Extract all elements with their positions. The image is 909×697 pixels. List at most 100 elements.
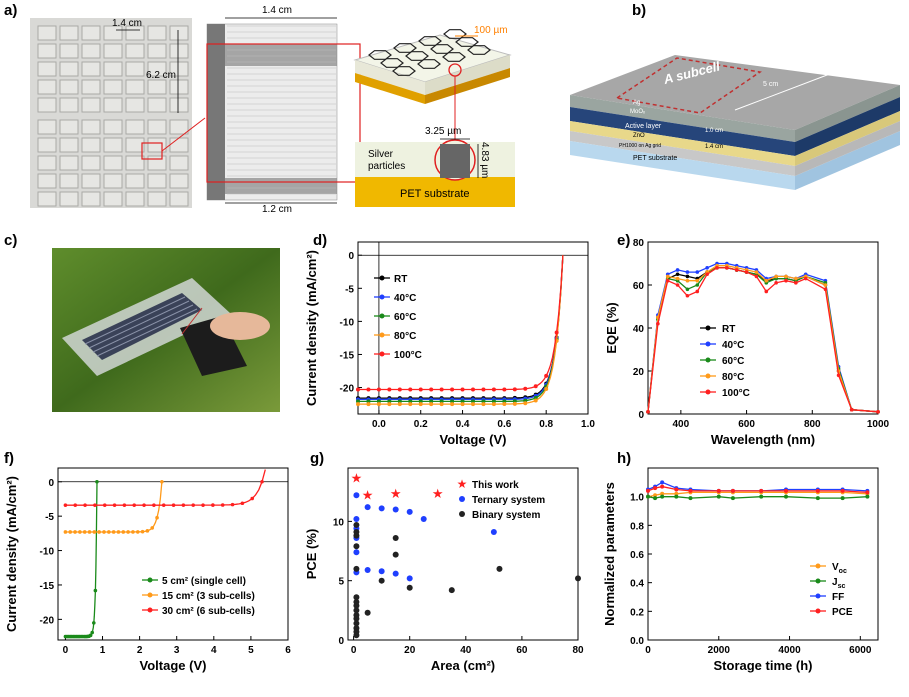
- grid-cell: [81, 61, 101, 77]
- data-point: [142, 503, 146, 507]
- x-tick-label: 800: [804, 419, 821, 430]
- grid-cell: [169, 79, 189, 95]
- grid-cell: [37, 43, 57, 59]
- data-point: [90, 630, 95, 635]
- panel-b-figure: A subcell 5 cm Ag MoOₓ Active layer ZnO …: [570, 55, 900, 190]
- data-point: [685, 274, 690, 279]
- scatter-point: [575, 575, 581, 582]
- scatter-point: [353, 607, 360, 614]
- grid-cell: [125, 79, 145, 95]
- layer-pet: [570, 141, 795, 190]
- legend-label: 60°C: [722, 356, 744, 367]
- x-tick-label: 20: [404, 645, 416, 656]
- data-point: [87, 530, 92, 534]
- data-point: [784, 274, 788, 279]
- honeycomb-side2: [425, 55, 510, 95]
- data-point: [764, 278, 769, 283]
- grid-cell: [59, 25, 79, 41]
- iv-curve-1: [65, 481, 163, 533]
- scatter-point: [448, 587, 455, 594]
- legend-marker: [705, 389, 711, 395]
- grid-cell: [59, 155, 79, 171]
- data-point: [491, 402, 496, 407]
- star-marker: ★: [432, 486, 444, 501]
- scatter-point: [353, 516, 360, 523]
- grid-cell: [147, 25, 167, 41]
- subcell-outline: [615, 57, 762, 114]
- grid-cell: [103, 43, 123, 59]
- grid-cell: [147, 155, 167, 171]
- x-tick-label: 5: [248, 645, 254, 656]
- dim-3-25: 3.25 µm: [425, 126, 461, 137]
- grid-cell: [103, 119, 123, 135]
- data-point: [646, 488, 650, 493]
- data-point: [502, 402, 507, 407]
- grid-cell: [37, 61, 57, 77]
- data-point: [93, 503, 97, 507]
- gold-side1: [355, 73, 425, 104]
- grid-cell: [37, 97, 57, 113]
- data-point: [160, 479, 164, 484]
- grid-cell: [59, 173, 79, 189]
- legend-marker: [379, 275, 385, 281]
- y-tick-label: 10: [333, 517, 345, 528]
- scatter-point: [364, 567, 371, 574]
- y-tick-label: 0.4: [630, 579, 644, 590]
- grid-cell: [37, 25, 57, 41]
- data-point: [73, 530, 77, 534]
- grid-cell: [81, 191, 101, 207]
- layer-ph1000: [570, 131, 795, 176]
- data-point: [784, 278, 788, 283]
- data-point: [112, 503, 117, 507]
- data-point: [211, 503, 215, 507]
- x-axis-label: Wavelength (nm): [711, 432, 815, 447]
- data-point: [705, 272, 709, 277]
- y-tick-label: 0: [338, 636, 344, 647]
- x-tick-label: 2: [137, 645, 143, 656]
- y-tick-label: 5: [338, 577, 344, 588]
- x-tick-label: 1.0: [581, 419, 595, 430]
- scatter-point: [353, 594, 360, 601]
- scatter-point: [353, 543, 360, 550]
- scatter-point: [406, 584, 413, 591]
- grid-cell: [81, 97, 101, 113]
- data-point: [656, 321, 660, 326]
- data-point: [646, 410, 650, 414]
- phone: [180, 316, 247, 376]
- data-point: [107, 530, 111, 534]
- x-tick-label: 0.8: [539, 419, 553, 430]
- chart-f: 0 1 2 3 4 5 6 0 -5 -10 -15 -20 Voltage (V) Current de…: [4, 467, 291, 673]
- grid-cell: [125, 43, 145, 59]
- legend-label: Voc: [832, 562, 847, 575]
- dim-100um: 100 µm: [474, 25, 508, 36]
- grid-cell: [169, 97, 189, 113]
- x-tick-label: 0.4: [456, 419, 470, 430]
- data-point: [730, 496, 735, 501]
- data-point: [716, 488, 721, 493]
- data-point: [240, 501, 245, 506]
- jv-curve-1: [358, 255, 564, 401]
- active-label: Active layer: [625, 123, 662, 130]
- scatter-point: [378, 577, 385, 584]
- grid-cell: [125, 119, 145, 135]
- grid-cell: [81, 137, 101, 153]
- data-point: [132, 503, 137, 507]
- grid-cell: [103, 137, 123, 153]
- grid-cell: [147, 191, 167, 207]
- layer-ph-side: [795, 121, 900, 176]
- jv-curve-0: [358, 255, 564, 399]
- dim-1-4-top: 1.4 cm: [112, 18, 142, 29]
- data-point: [408, 402, 413, 407]
- data-point: [685, 278, 690, 283]
- x-tick-label: 0: [351, 645, 357, 656]
- y-axis-label: EQE (%): [604, 302, 619, 353]
- legend-label: 80°C: [722, 372, 744, 383]
- panel-c-photo: [52, 248, 280, 412]
- data-point: [73, 503, 78, 507]
- data-point: [450, 387, 455, 392]
- data-point: [450, 402, 455, 407]
- data-point: [356, 402, 360, 407]
- legend-label: RT: [394, 274, 407, 285]
- legend-label: 15 cm² (3 sub-cells): [162, 591, 255, 602]
